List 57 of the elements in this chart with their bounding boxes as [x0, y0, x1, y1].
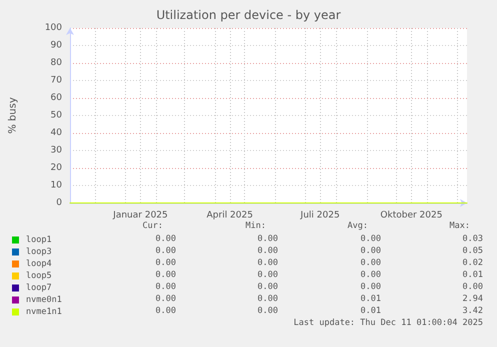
chart-title: Utilization per device - by year	[156, 8, 341, 22]
y-tick-label: 80	[50, 58, 62, 68]
y-tick-label: 100	[44, 23, 62, 33]
text: 0.00	[156, 270, 176, 280]
y-tick-label: 70	[50, 76, 62, 86]
legend-label: nvme1n1	[26, 307, 62, 317]
text: Avg:	[348, 221, 368, 231]
text: 0.00	[156, 258, 176, 268]
text: 0.00	[156, 306, 176, 316]
text: 0.00	[258, 258, 278, 268]
text: 0.00	[258, 234, 278, 244]
text: 0.00	[258, 246, 278, 256]
text: 0.00	[258, 294, 278, 304]
x-tick-label: April 2025	[206, 210, 253, 220]
text: 0.02	[462, 258, 483, 268]
legend-label: loop3	[26, 247, 52, 257]
text: 0.00	[258, 306, 278, 316]
y-tick-label: 60	[50, 93, 62, 103]
text: 3.42	[462, 306, 483, 316]
text: 0.01	[360, 294, 381, 304]
text: 0.01	[360, 306, 381, 316]
y-tick-label: 0	[56, 198, 62, 208]
text: 0.00	[156, 246, 176, 256]
text: 0.00	[360, 234, 381, 244]
text: 0.00	[360, 246, 381, 256]
text: 0.00	[258, 282, 278, 292]
text: Cur:	[142, 221, 163, 231]
text: 0.00	[360, 270, 381, 280]
text: 0.00	[462, 282, 483, 292]
y-tick-label: 90	[50, 40, 62, 50]
text: 0.00	[156, 282, 176, 292]
text: Min:	[246, 221, 266, 231]
y-tick-label: 30	[50, 146, 62, 156]
y-tick-label: 50	[50, 110, 62, 120]
y-tick-label: 20	[50, 163, 62, 173]
text: 0.00	[360, 282, 381, 292]
text: Max:	[450, 221, 470, 231]
text: 2.94	[462, 294, 483, 304]
y-axis-title: % busy	[8, 97, 18, 134]
text: 0.03	[462, 234, 483, 244]
text: 0.00	[360, 258, 381, 268]
y-tick-label: 40	[50, 128, 62, 138]
text: Last update: Thu Dec 11 01:00:04 2025	[294, 318, 483, 328]
legend-label: loop7	[26, 283, 52, 293]
text: 0.00	[258, 270, 278, 280]
text: 0.00	[156, 294, 176, 304]
text: 0.00	[156, 234, 176, 244]
legend-label: nvme0n1	[26, 295, 62, 305]
text: 0.05	[462, 246, 483, 256]
text: 0.01	[462, 270, 483, 280]
x-tick-label: Januar 2025	[112, 210, 168, 220]
x-tick-label: Juli 2025	[300, 210, 340, 220]
legend-label: loop1	[26, 235, 52, 245]
legend-label: loop5	[26, 271, 52, 281]
legend-label: loop4	[26, 259, 52, 269]
x-tick-label: Oktober 2025	[380, 210, 442, 220]
y-tick-label: 10	[50, 180, 62, 190]
